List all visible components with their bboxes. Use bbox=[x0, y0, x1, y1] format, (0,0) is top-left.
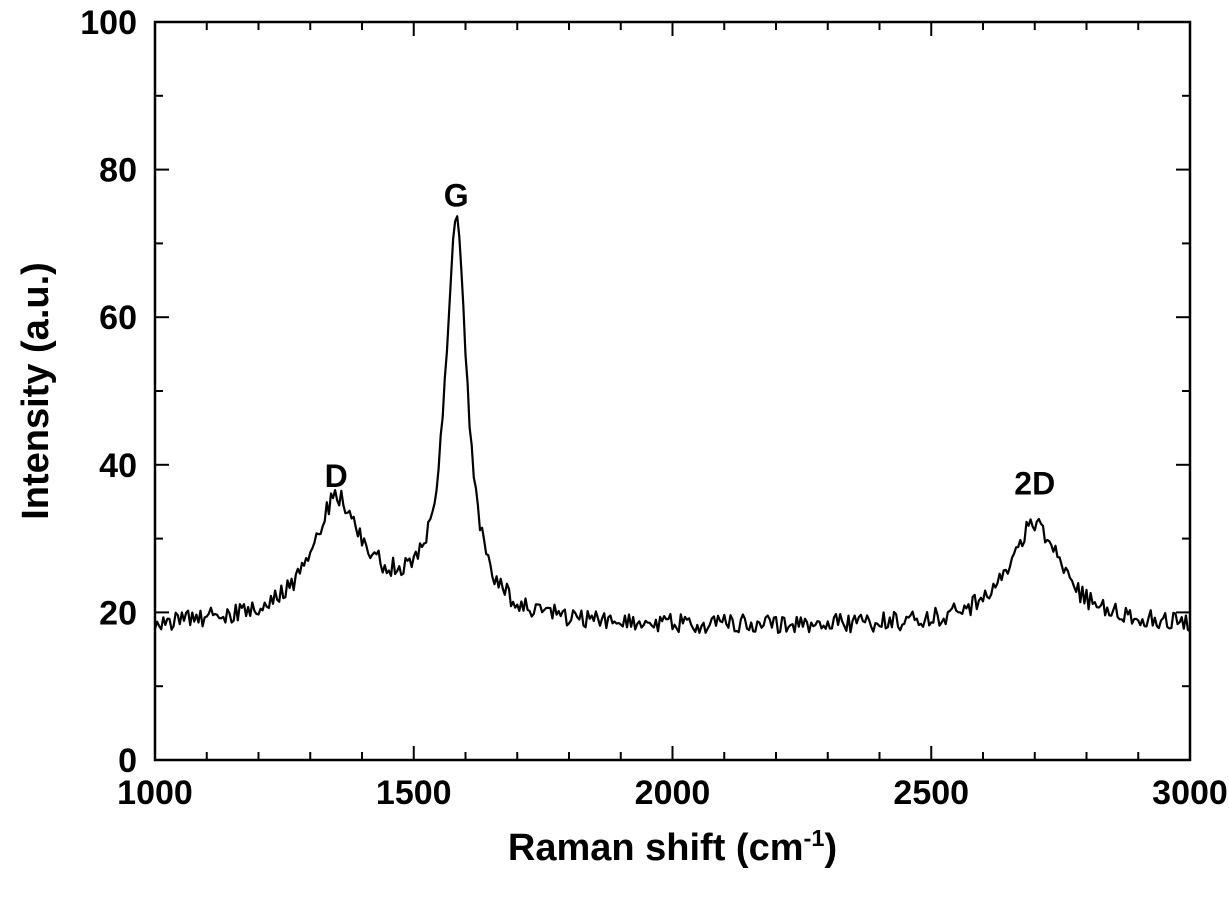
raman-spectrum-chart: 10001500200025003000020406080100Intensit… bbox=[0, 0, 1229, 916]
x-tick-label: 1500 bbox=[376, 774, 452, 812]
peak-label-d: D bbox=[325, 458, 348, 494]
x-axis-label: Raman shift (cm-1) bbox=[508, 825, 837, 869]
y-tick-label: 60 bbox=[99, 299, 137, 337]
y-tick-label: 100 bbox=[80, 4, 137, 42]
y-tick-label: 0 bbox=[118, 742, 137, 780]
peak-label-2d: 2D bbox=[1014, 465, 1055, 501]
x-tick-label: 2500 bbox=[893, 774, 969, 812]
y-tick-label: 40 bbox=[99, 447, 137, 485]
peak-label-g: G bbox=[444, 178, 469, 214]
x-tick-label: 3000 bbox=[1152, 774, 1228, 812]
y-axis-label: Intensity (a.u.) bbox=[15, 262, 57, 520]
y-tick-label: 80 bbox=[99, 152, 137, 190]
y-tick-label: 20 bbox=[99, 594, 137, 632]
x-tick-label: 2000 bbox=[635, 774, 711, 812]
